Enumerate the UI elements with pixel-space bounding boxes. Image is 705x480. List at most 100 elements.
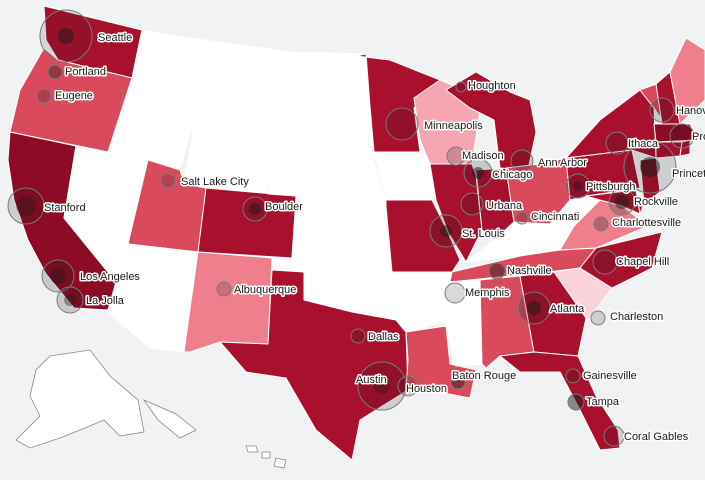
city-label-stanford: Stanford: [44, 202, 86, 214]
city-label-cincinnati: Cincinnati: [531, 211, 579, 223]
state-mississippi[interactable]: [445, 279, 483, 367]
city-bubble-boulder[interactable]: [242, 196, 268, 222]
state-layer: [7, 5, 705, 461]
city-bubble-coral-gables[interactable]: [603, 425, 625, 447]
state-georgia[interactable]: [519, 271, 587, 357]
city-label-ithaca: Ithaca: [628, 138, 659, 150]
city-bubble-stanford[interactable]: [7, 187, 45, 225]
state-texas[interactable]: [219, 269, 409, 461]
state-kansas[interactable]: [291, 205, 393, 263]
city-label-rockville: Rockville: [634, 196, 678, 208]
city-bubble-hanover[interactable]: [649, 97, 675, 123]
city-bubble-pittsburgh[interactable]: [565, 173, 591, 199]
state-massachusetts[interactable]: [653, 123, 699, 143]
state-north-dakota[interactable]: [279, 51, 371, 107]
city-bubble-houston[interactable]: [397, 375, 419, 397]
city-bubble-rockville[interactable]: [615, 195, 629, 209]
city-bubble-memphis[interactable]: [444, 282, 466, 304]
city-bubble-portland[interactable]: [47, 64, 63, 80]
state-colorado[interactable]: [197, 187, 297, 259]
city-bubble-ithaca[interactable]: [605, 131, 629, 155]
city-label-pittsburgh: Pittsburgh: [586, 181, 636, 193]
city-label-ann-arbor: Ann Arbor: [538, 157, 587, 169]
city-bubble-los-angeles[interactable]: [50, 268, 66, 284]
city-bubble-dallas[interactable]: [350, 328, 366, 344]
city-label-albuquerque: Albuquerque: [234, 284, 296, 296]
hawaii-islands: [245, 445, 287, 469]
city-bubble-atlanta[interactable]: [517, 291, 551, 325]
city-bubble-seattle[interactable]: [39, 9, 93, 63]
city-label-chapel-hill: Chapel Hill: [616, 256, 669, 268]
state-south-dakota[interactable]: [269, 101, 375, 163]
city-label-portland: Portland: [65, 66, 106, 78]
city-label-salt-lake-city: Salt Lake City: [181, 176, 249, 188]
city-label-nashville: Nashville: [507, 265, 552, 277]
city-label-austin: Austin: [356, 374, 387, 386]
city-bubble-st-louis[interactable]: [429, 214, 463, 248]
state-arkansas[interactable]: [391, 271, 453, 333]
city-label-memphis: Memphis: [465, 287, 510, 299]
city-bubble-ann-arbor[interactable]: [510, 149, 534, 173]
city-label-atlanta: Atlanta: [550, 303, 585, 315]
city-bubble-minneapolis[interactable]: [385, 107, 419, 141]
city-bubble-st-louis[interactable]: [440, 225, 452, 237]
city-bubble-madison[interactable]: [446, 146, 466, 166]
alaska-outline: [15, 349, 287, 469]
city-bubble-eugene[interactable]: [36, 88, 52, 104]
city-label-hanover: Hanover: [676, 105, 705, 117]
city-bubble-urbana[interactable]: [460, 192, 484, 216]
city-bubble-stanford[interactable]: [16, 196, 36, 216]
city-bubble-los-angeles[interactable]: [41, 259, 75, 293]
city-bubble-austin[interactable]: [357, 361, 407, 411]
city-bubble-charleston[interactable]: [590, 310, 606, 326]
city-label-st-louis: St. Louis: [462, 228, 505, 240]
city-label-charlottesville: Charlottesville: [612, 217, 681, 229]
state-illinois[interactable]: [429, 163, 483, 263]
city-bubble-pittsburgh[interactable]: [573, 181, 583, 191]
city-label-boulder: Boulder: [265, 201, 303, 213]
state-new-mexico[interactable]: [183, 251, 273, 353]
city-label-princeton: Princeton: [672, 168, 705, 180]
city-bubble-albuquerque[interactable]: [216, 281, 232, 297]
city-bubble-austin[interactable]: [374, 378, 390, 394]
city-bubble-chicago[interactable]: [472, 167, 484, 179]
state-florida[interactable]: [499, 351, 621, 451]
city-bubble-nashville[interactable]: [488, 262, 506, 280]
city-bubble-providence[interactable]: [669, 123, 695, 149]
alaska-mainland: [15, 349, 145, 449]
city-label-madison: Madison: [462, 150, 504, 162]
city-label-tampa: Tampa: [586, 396, 620, 408]
city-label-providence: Providence: [692, 131, 705, 143]
city-label-dallas: Dallas: [368, 331, 399, 343]
city-bubble-salt-lake-city[interactable]: [160, 173, 176, 189]
city-bubble-seattle[interactable]: [58, 28, 74, 44]
alaska-panhandle: [142, 399, 197, 439]
city-label-houghton: Houghton: [468, 80, 516, 92]
city-bubble-gainesville[interactable]: [565, 368, 581, 384]
state-minnesota[interactable]: [355, 53, 441, 153]
city-label-houston: Houston: [406, 383, 447, 395]
city-bubble-rockville[interactable]: [608, 188, 636, 216]
state-michigan[interactable]: [445, 71, 537, 171]
state-maine[interactable]: [669, 37, 705, 125]
city-bubble-princeton[interactable]: [640, 157, 660, 177]
state-missouri[interactable]: [385, 199, 461, 273]
bubble-layer: [7, 9, 695, 447]
city-bubble-cincinnati[interactable]: [515, 211, 529, 225]
city-label-gainesville: Gainesville: [583, 370, 637, 382]
city-label-charleston: Charleston: [610, 311, 663, 323]
city-bubble-boulder[interactable]: [249, 203, 261, 215]
city-bubble-baton-rouge[interactable]: [450, 374, 466, 390]
city-bubble-la-jolla[interactable]: [56, 286, 84, 314]
city-bubble-houghton[interactable]: [455, 81, 467, 93]
city-label-coral-gables: Coral Gables: [624, 431, 689, 443]
city-label-eugene: Eugene: [55, 90, 93, 102]
city-bubble-chapel-hill[interactable]: [592, 249, 618, 275]
city-bubble-tampa[interactable]: [567, 393, 585, 411]
state-north-carolina[interactable]: [579, 231, 663, 289]
city-bubble-la-jolla[interactable]: [64, 294, 76, 306]
state-louisiana[interactable]: [405, 325, 477, 399]
city-bubble-charlottesville[interactable]: [593, 216, 609, 232]
state-maryland[interactable]: [585, 189, 641, 215]
city-bubble-atlanta[interactable]: [527, 301, 541, 315]
